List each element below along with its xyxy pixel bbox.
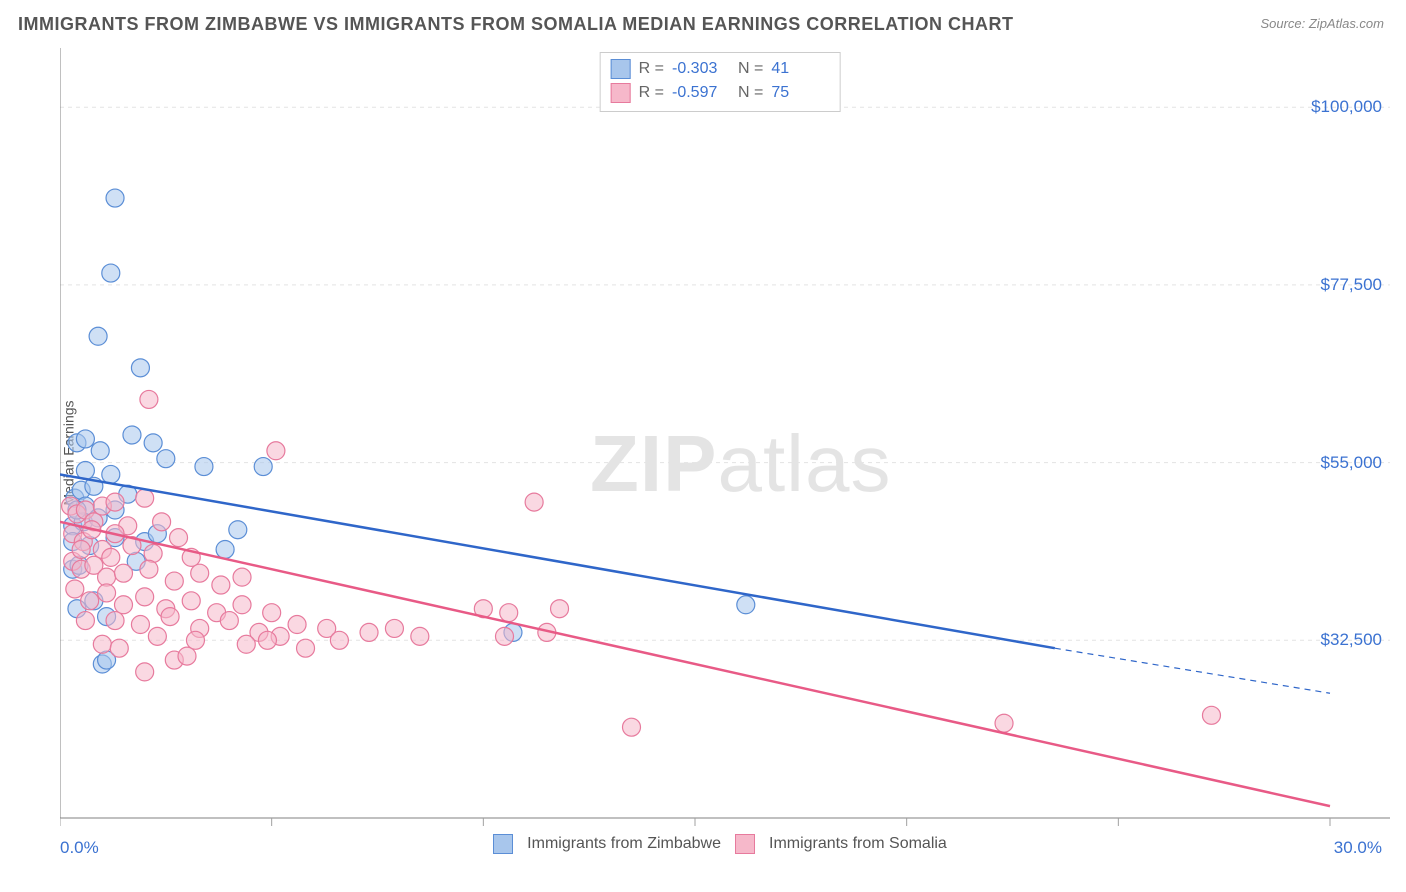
stats-row-somalia: R = -0.597 N = 75 <box>611 81 830 105</box>
legend-label-somalia: Immigrants from Somalia <box>769 835 947 853</box>
stats-swatch <box>611 59 631 79</box>
stat-r-label: R = <box>639 81 664 105</box>
y-tick-label: $100,000 <box>1311 97 1382 117</box>
stat-n-value: 75 <box>771 81 829 105</box>
chart-container: Median Earnings ZIPatlas R =-0.303N =41R… <box>50 48 1390 858</box>
y-tick-label: $55,000 <box>1321 453 1382 473</box>
source-attribution: Source: ZipAtlas.com <box>1260 16 1384 31</box>
source-prefix: Source: <box>1260 16 1308 31</box>
stat-r-value: -0.597 <box>672 81 730 105</box>
stat-n-label: N = <box>738 57 763 81</box>
stat-r-label: R = <box>639 57 664 81</box>
series-legend: Immigrants from Zimbabwe Immigrants from … <box>50 830 1390 858</box>
stats-swatch <box>611 83 631 103</box>
legend-label-zimbabwe: Immigrants from Zimbabwe <box>527 835 721 853</box>
stat-n-label: N = <box>738 81 763 105</box>
stat-n-value: 41 <box>771 57 829 81</box>
source-name: ZipAtlas.com <box>1309 16 1384 31</box>
y-tick-label: $32,500 <box>1321 630 1382 650</box>
correlation-stats-box: R = -0.303 N = 41 R = -0.597 N = 75 <box>600 52 841 112</box>
chart-title: IMMIGRANTS FROM ZIMBABWE VS IMMIGRANTS F… <box>18 14 1013 35</box>
stat-r-value: -0.303 <box>672 57 730 81</box>
stats-row-zimbabwe: R = -0.303 N = 41 <box>611 57 830 81</box>
legend-swatch-zimbabwe <box>493 834 513 854</box>
y-tick-label: $77,500 <box>1321 275 1382 295</box>
legend-swatch-somalia <box>735 834 755 854</box>
scatter-plot <box>60 48 1390 858</box>
